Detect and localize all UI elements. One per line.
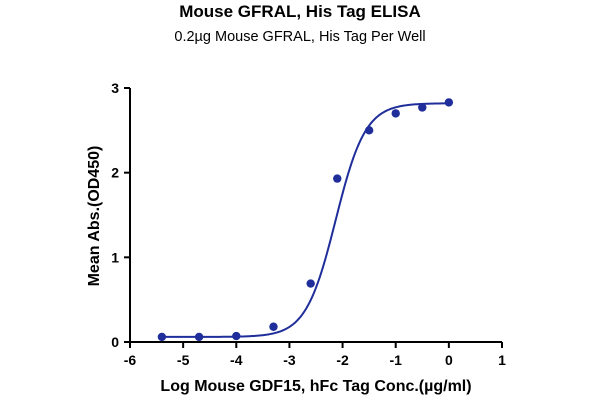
x-tick-label: -1 (389, 352, 402, 368)
y-tick-label: 3 (111, 80, 119, 96)
y-tick-label: 0 (111, 334, 119, 350)
chart-subtitle: 0.2µg Mouse GFRAL, His Tag Per Well (174, 29, 426, 45)
x-tick-label: 1 (498, 352, 506, 368)
data-point (444, 98, 454, 107)
data-point (418, 103, 427, 112)
axes: -6 -5 -4 -3 -2 -1 0 1 0 1 2 3 (111, 80, 506, 368)
data-point (364, 126, 374, 135)
x-tick-label: -3 (283, 352, 296, 368)
fit-curve (161, 102, 449, 338)
x-tick-label: -2 (336, 352, 349, 368)
data-point (157, 332, 167, 342)
x-axis-label: Log Mouse GDF15, hFc Tag Conc.(µg/ml) (160, 378, 471, 395)
data-point (306, 279, 315, 288)
x-tick-label: -5 (177, 352, 190, 368)
data-point (232, 331, 241, 341)
data-points (157, 98, 454, 342)
x-tick-label: 0 (445, 352, 453, 368)
data-point (333, 174, 342, 183)
data-point (269, 322, 278, 331)
y-tick-label: 2 (111, 165, 119, 181)
y-tick-label: 1 (111, 249, 119, 265)
data-point (194, 332, 204, 342)
x-tick-label: -4 (230, 352, 243, 368)
chart-title: Mouse GFRAL, His Tag ELISA (179, 2, 421, 21)
x-tick-label: -6 (124, 352, 137, 368)
y-axis-label: Mean Abs.(OD450) (86, 146, 103, 287)
data-point (391, 109, 400, 118)
